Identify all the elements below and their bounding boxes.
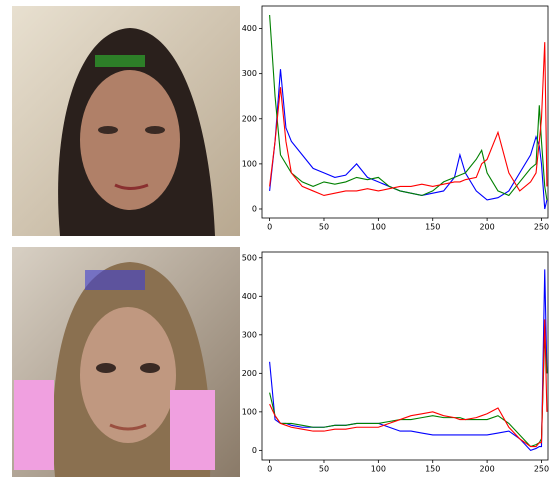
x-tick-label: 200 bbox=[479, 223, 494, 232]
x-tick-label: 100 bbox=[371, 465, 386, 474]
plot-frame bbox=[262, 252, 548, 460]
series-line bbox=[270, 69, 547, 209]
y-tick-label: 100 bbox=[242, 159, 257, 168]
x-tick-label: 50 bbox=[319, 223, 329, 232]
y-tick-label: 400 bbox=[242, 24, 257, 33]
x-tick-label: 0 bbox=[267, 465, 272, 474]
x-tick-label: 0 bbox=[267, 223, 272, 232]
y-tick-label: 0 bbox=[252, 204, 257, 213]
y-tick-label: 300 bbox=[242, 330, 257, 339]
series-line bbox=[270, 269, 547, 450]
y-tick-label: 300 bbox=[242, 69, 257, 78]
page: {"chart_data": [ {"type": "line", "x": [… bbox=[0, 0, 549, 481]
y-tick-label: 200 bbox=[242, 114, 257, 123]
x-tick-label: 50 bbox=[319, 465, 329, 474]
x-tick-label: 250 bbox=[534, 465, 549, 474]
series-line bbox=[270, 15, 547, 200]
x-tick-label: 250 bbox=[534, 223, 549, 232]
face-image-top bbox=[12, 6, 240, 236]
y-tick-label: 400 bbox=[242, 292, 257, 301]
face-image-bottom bbox=[12, 247, 240, 477]
y-tick-label: 200 bbox=[242, 369, 257, 378]
x-tick-label: 150 bbox=[425, 223, 440, 232]
figure: 0 50 100 150 200 250 0 100 200 300 400 0 50 100 150 200… bbox=[0, 0, 549, 477]
y-tick-label: 100 bbox=[242, 407, 257, 416]
y-tick-label: 500 bbox=[242, 253, 257, 262]
series-line bbox=[270, 335, 547, 447]
x-tick-label: 100 bbox=[371, 223, 386, 232]
line-chart: 0 50 100 150 200 250 0 100 200 300 400 500 bbox=[242, 252, 549, 474]
line-chart: 0 50 100 150 200 250 0 100 200 300 400 bbox=[242, 6, 549, 232]
y-tick-label: 0 bbox=[252, 446, 257, 455]
x-tick-label: 200 bbox=[479, 465, 494, 474]
x-tick-label: 150 bbox=[425, 465, 440, 474]
series-line bbox=[270, 42, 547, 195]
